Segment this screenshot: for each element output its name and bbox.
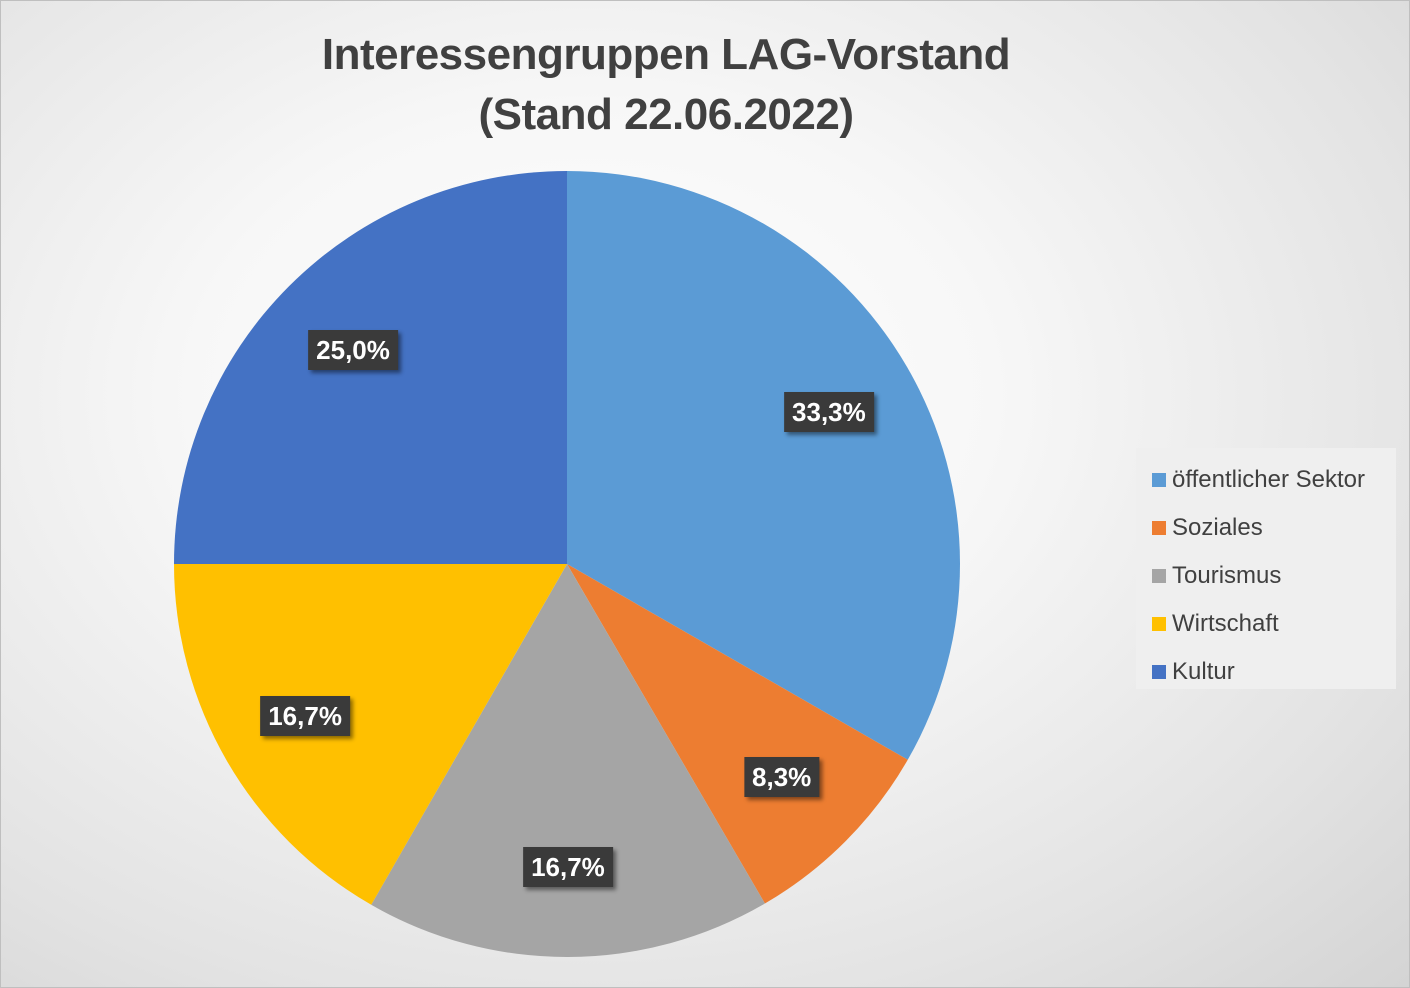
pie-slice-0	[567, 171, 961, 760]
legend-label-4: Kultur	[1172, 658, 1235, 685]
pie-slice-1	[567, 564, 908, 904]
legend-swatch-1	[1152, 521, 1166, 535]
data-label-0: 33,3%	[784, 392, 874, 433]
data-label-1: 8,3%	[744, 757, 820, 798]
legend-item-2: Tourismus	[1152, 552, 1396, 600]
data-label-3: 16,7%	[260, 695, 350, 736]
data-label-2: 16,7%	[523, 846, 613, 887]
legend-swatch-4	[1152, 665, 1166, 679]
pie-slice-2	[371, 564, 765, 957]
legend-swatch-0	[1152, 473, 1166, 487]
legend-label-2: Tourismus	[1172, 562, 1282, 589]
data-label-4: 25,0%	[308, 330, 398, 371]
legend-label-0: öffentlicher Sektor	[1172, 466, 1365, 493]
legend: öffentlicher Sektor Soziales Tourismus Wirt…	[1136, 448, 1396, 689]
legend-item-1: Soziales	[1152, 504, 1396, 552]
legend-swatch-2	[1152, 569, 1166, 583]
legend-swatch-3	[1152, 617, 1166, 631]
legend-item-0: öffentlicher Sektor	[1152, 456, 1396, 504]
pie-slice-3	[174, 564, 567, 905]
chart-title: Interessengruppen LAG-Vorstand (Stand 22…	[321, 30, 1011, 139]
legend-label-1: Soziales	[1172, 514, 1263, 541]
legend-item-4: Kultur	[1152, 648, 1396, 696]
legend-label-3: Wirtschaft	[1172, 610, 1279, 637]
legend-item-3: Wirtschaft	[1152, 600, 1396, 648]
